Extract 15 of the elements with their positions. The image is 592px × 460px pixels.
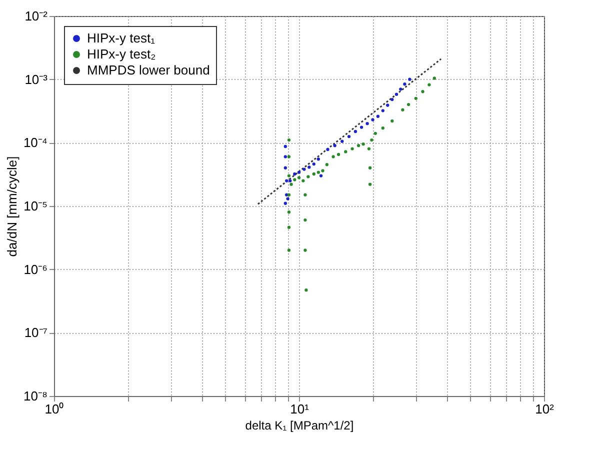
legend-label: HIPx-y test₁	[87, 30, 156, 46]
legend-label: MMPDS lower bound	[87, 62, 210, 78]
y-tick-label: 10⁻⁷	[24, 325, 48, 340]
y-tick-label: 10⁻⁴	[23, 135, 48, 150]
x-tick-label: 10⁰	[44, 402, 64, 416]
legend-label: HIPx-y test₂	[87, 46, 156, 62]
y-axis-title: da/dN [mm/cycle]	[4, 156, 20, 257]
x-tick-label: 10²	[535, 402, 555, 416]
y-tick-label: 10⁻⁶	[24, 262, 48, 277]
y-tick-label: 10⁻³	[24, 72, 48, 87]
x-axis-title: delta K₁ [MPam^1/2]	[245, 418, 354, 432]
y-tick-label: 10⁻⁵	[24, 198, 48, 214]
y-tick-label: 10⁻⁸	[24, 388, 48, 404]
x-tick-label: 10¹	[290, 402, 310, 416]
y-tick-label: 10⁻²	[24, 8, 48, 24]
